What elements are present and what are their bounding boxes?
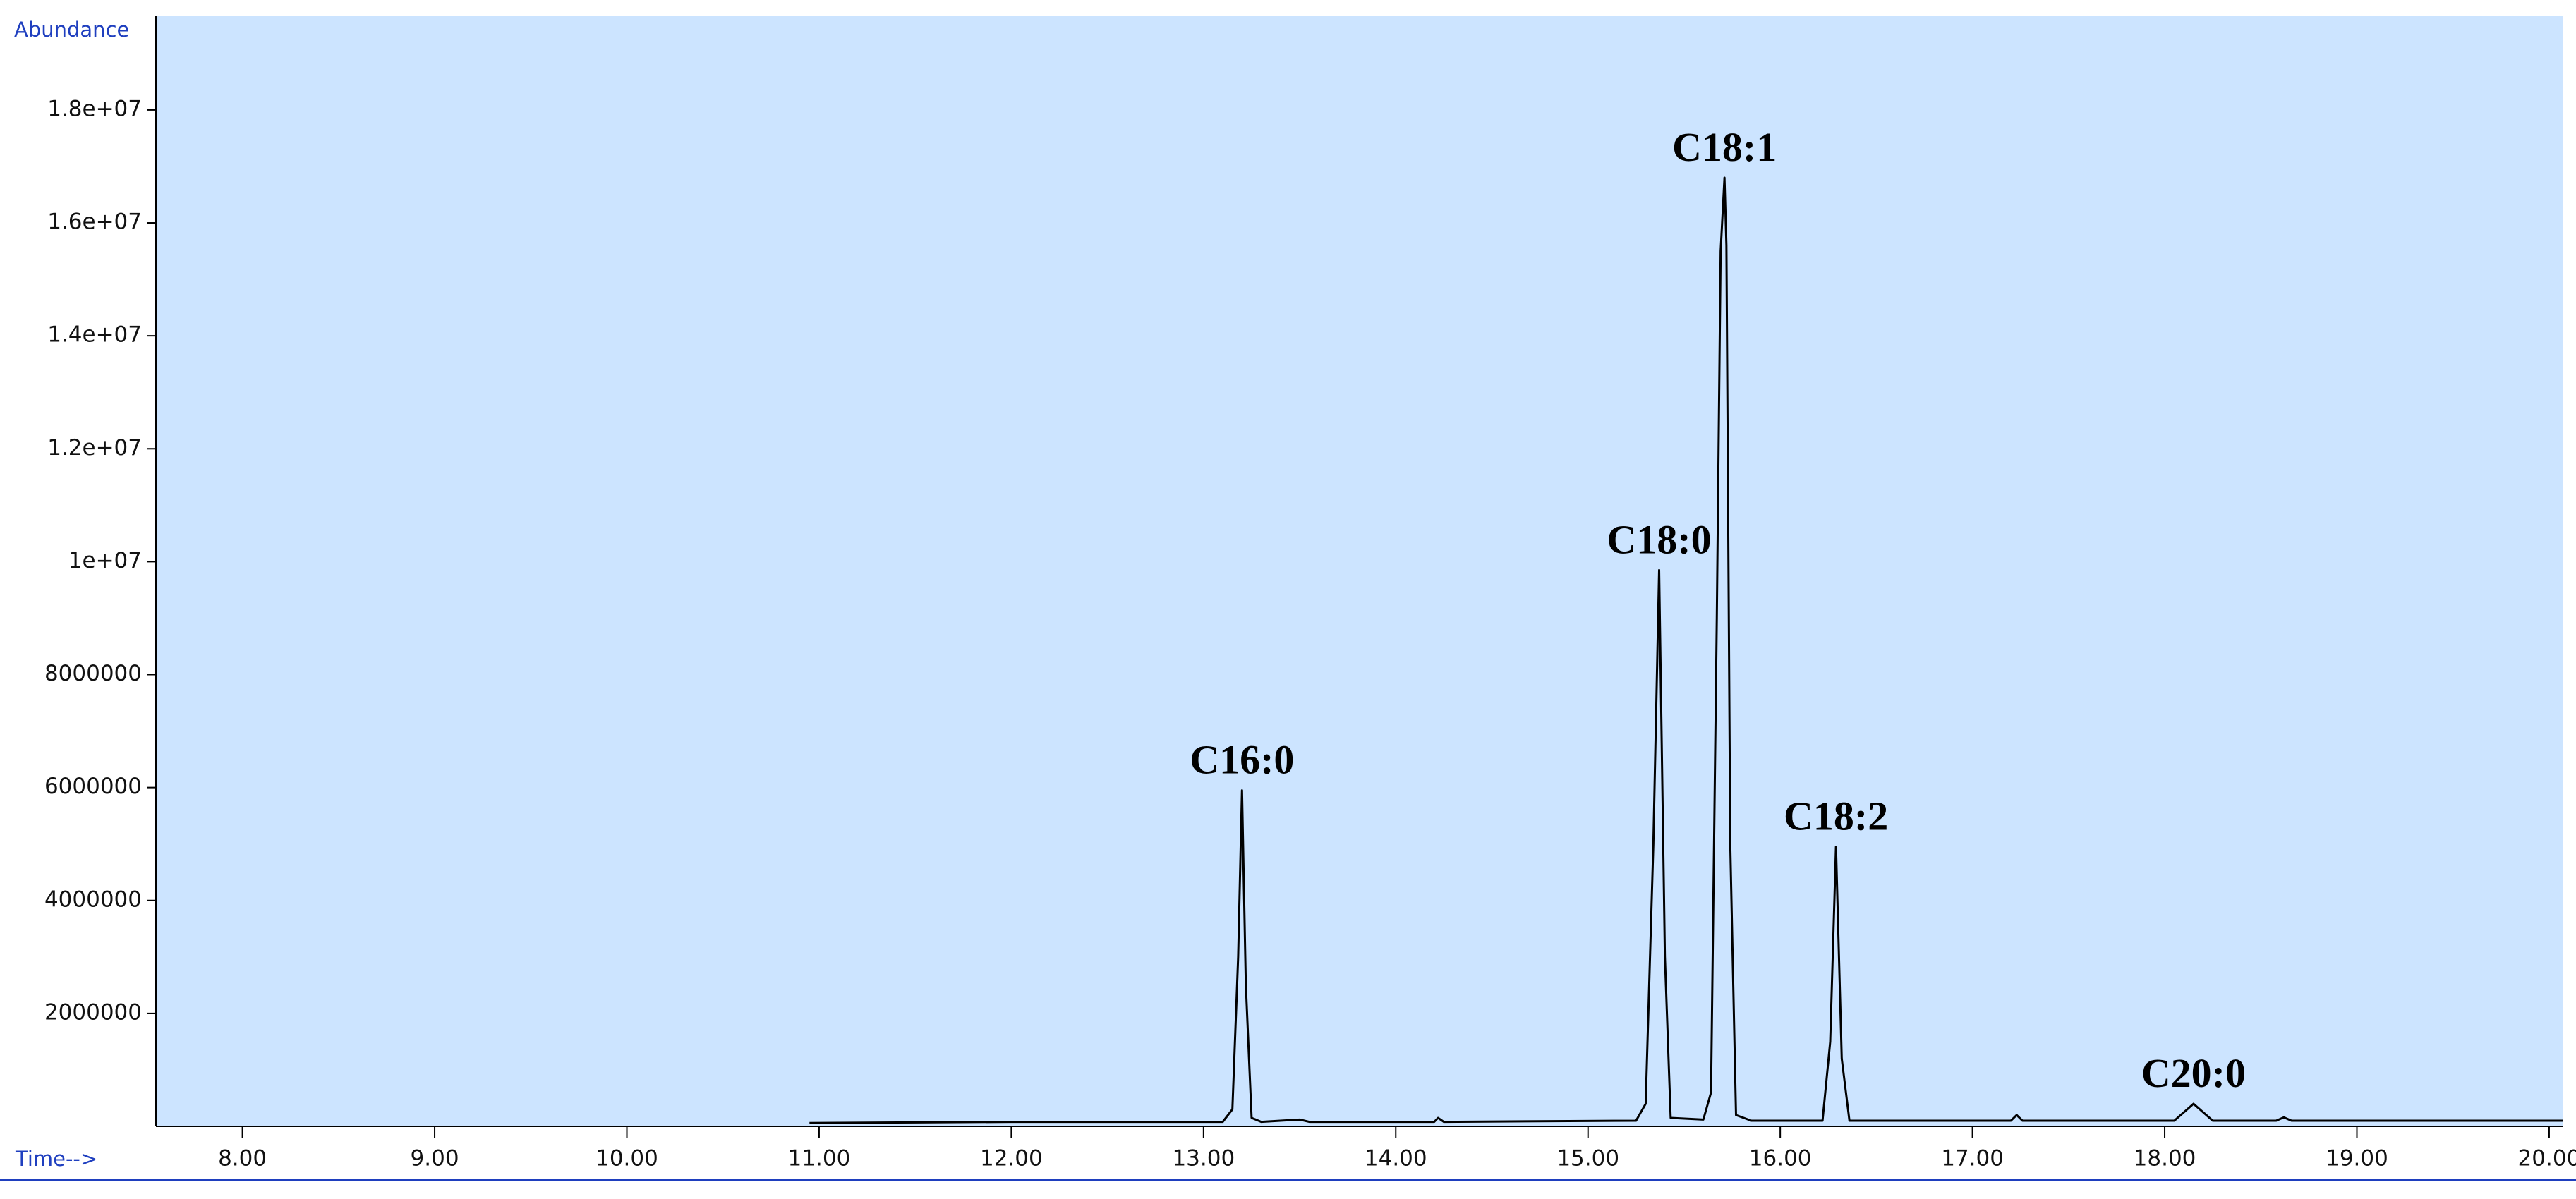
- x-tick-label: 12.00: [980, 1146, 1043, 1171]
- x-tick-label: 8.00: [218, 1146, 267, 1171]
- y-tick-label: 2000000: [44, 999, 142, 1025]
- y-tick-label: 6000000: [44, 774, 142, 799]
- x-tick-label: 20.00: [2518, 1146, 2576, 1171]
- x-tick-label: 13.00: [1172, 1146, 1235, 1171]
- y-axis-label: Abundance: [14, 18, 129, 42]
- plot-background: [156, 16, 2563, 1126]
- x-tick-label: 18.00: [2134, 1146, 2196, 1171]
- signal-line: [809, 176, 2563, 1124]
- x-tick-label: 19.00: [2326, 1146, 2388, 1171]
- x-tick-label: 15.00: [1556, 1146, 1619, 1171]
- peak-label: C18:2: [1784, 793, 1888, 839]
- x-tick-label: 9.00: [411, 1146, 459, 1171]
- y-tick-label: 4000000: [44, 887, 142, 912]
- y-tick-label: 1e+07: [68, 548, 142, 573]
- x-tick-label: 16.00: [1749, 1146, 1812, 1171]
- peak-label: C16:0: [1190, 737, 1294, 783]
- y-tick-label: 1.6e+07: [47, 209, 142, 235]
- y-tick-label: 1.2e+07: [47, 435, 142, 461]
- x-tick-label: 10.00: [595, 1146, 658, 1171]
- x-tick-label: 17.00: [1941, 1146, 2004, 1171]
- x-tick-label: 14.00: [1365, 1146, 1427, 1171]
- y-tick-label: 1.8e+07: [47, 96, 142, 121]
- y-tick-label: 8000000: [44, 661, 142, 686]
- peak-label: C18:1: [1672, 124, 1777, 170]
- y-tick-label: 1.4e+07: [47, 322, 142, 348]
- peak-label: C20:0: [2141, 1050, 2246, 1096]
- x-tick-label: 11.00: [788, 1146, 851, 1171]
- peak-label: C18:0: [1607, 516, 1711, 562]
- x-axis-label: Time-->: [15, 1147, 97, 1171]
